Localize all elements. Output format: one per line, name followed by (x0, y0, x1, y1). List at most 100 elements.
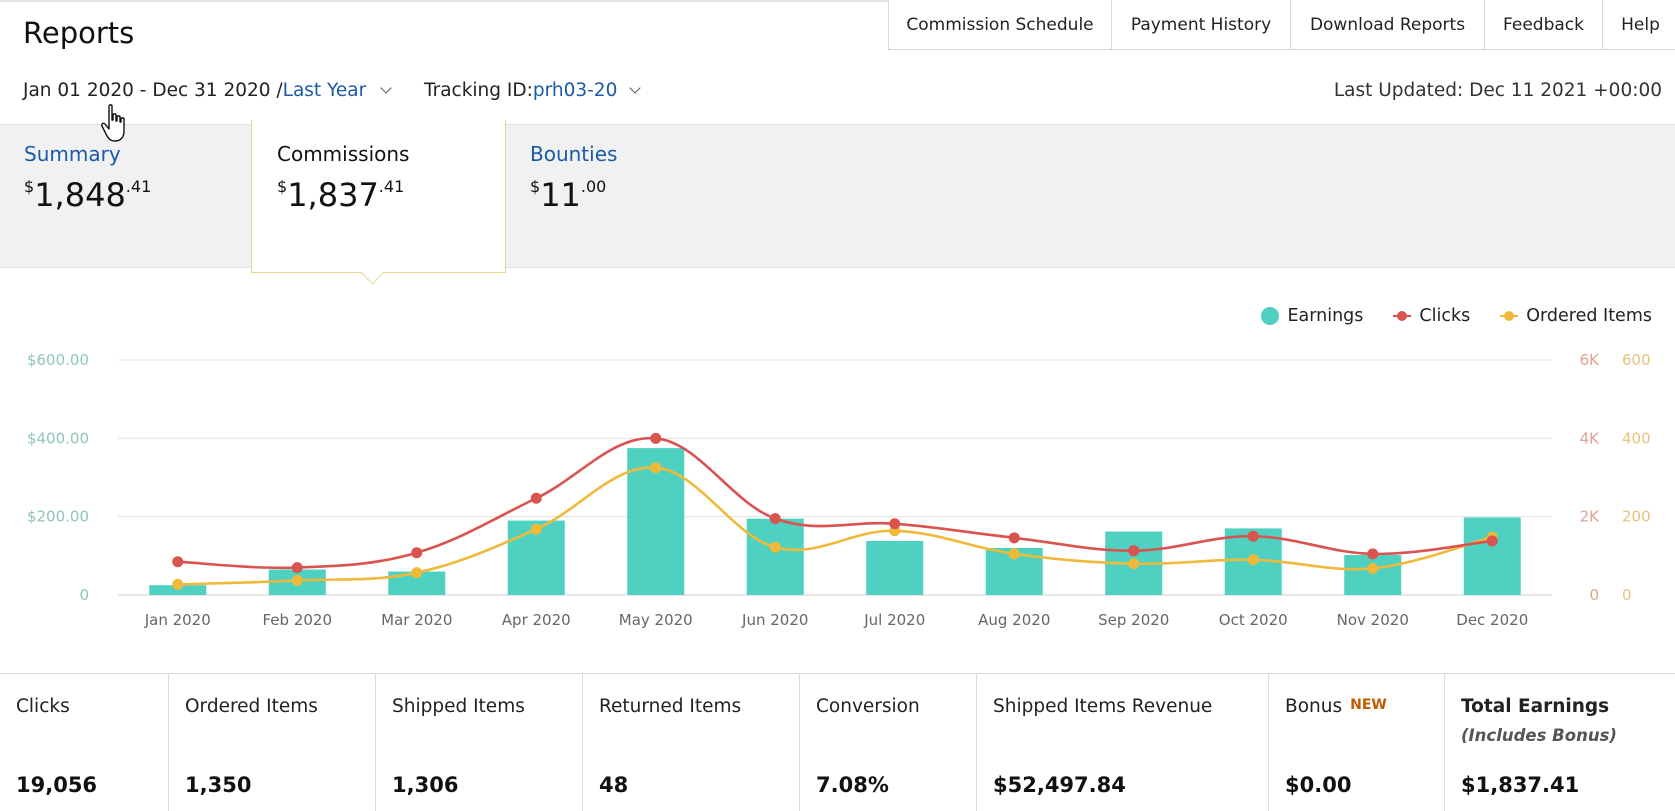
y-tick-right-clicks: 6K (1580, 351, 1601, 369)
x-tick-label: Mar 2020 (381, 611, 452, 629)
ordered-items-point (1367, 562, 1379, 574)
clicks-point (650, 432, 662, 444)
x-tick-label: Apr 2020 (502, 611, 571, 629)
clicks-point (530, 492, 542, 504)
x-tick-label: Oct 2020 (1219, 611, 1288, 629)
feedback-button[interactable]: Feedback (1484, 0, 1602, 49)
ordered-items-point (172, 578, 184, 590)
tab-bounties[interactable]: Bounties $11.00 (530, 142, 617, 214)
stat-value: 1,306 (392, 773, 459, 797)
ordered-items-point (1128, 558, 1140, 570)
x-tick-label: Jul 2020 (863, 611, 925, 629)
stat-label: Bonus NEW (1285, 696, 1387, 717)
stat-value: 48 (599, 773, 629, 797)
stat-clicks: Clicks 19,056 (0, 674, 168, 811)
period-link[interactable]: Last Year (282, 80, 367, 101)
x-tick-label: Jun 2020 (741, 611, 808, 629)
y-tick-right-clicks: 0 (1589, 586, 1599, 604)
hand-cursor-icon (101, 104, 125, 142)
tab-bounties-label[interactable]: Bounties (530, 142, 618, 166)
y-tick-left: $200.00 (27, 508, 89, 526)
legend-clicks[interactable]: Clicks (1393, 306, 1470, 326)
ordered-items-point (1247, 554, 1259, 566)
clicks-point (1367, 548, 1379, 560)
tab-commissions-label: Commissions (277, 142, 410, 166)
tracking-id-filter[interactable]: Tracking ID: prh03-20 (424, 80, 647, 101)
clicks-point (1247, 530, 1259, 542)
y-tick-right-clicks: 2K (1580, 508, 1601, 526)
earnings-bar (1463, 517, 1521, 595)
y-tick-right-items: 600 (1622, 351, 1651, 369)
x-tick-label: Nov 2020 (1337, 611, 1409, 629)
new-badge: NEW (1350, 697, 1387, 713)
earnings-chart: 0 $200.00 $400.00 $600.00 0 2K 4K 6K 0 200 400 600 J… (27, 351, 1651, 629)
ordered-items-swatch-icon (1500, 307, 1519, 325)
y-tick-left: 0 (79, 586, 89, 604)
download-reports-button[interactable]: Download Reports (1290, 0, 1484, 49)
clicks-point (291, 562, 303, 574)
date-range-filter[interactable]: Jan 01 2020 - Dec 31 2020 / Last Year (23, 80, 398, 101)
x-tick-label: Jan 2020 (144, 611, 211, 629)
date-range-text: Jan 01 2020 - Dec 31 2020 / (23, 80, 283, 101)
stat-returned-items: Returned Items 48 (582, 674, 800, 811)
top-divider (0, 0, 1675, 2)
active-tab-panel (251, 120, 506, 273)
clicks-point (411, 547, 423, 559)
ordered-items-point (411, 567, 423, 579)
commission-schedule-button[interactable]: Commission Schedule (888, 0, 1111, 49)
legend-earnings[interactable]: Earnings (1261, 306, 1363, 326)
stat-label: Conversion (816, 696, 920, 717)
tab-summary-label[interactable]: Summary (24, 142, 121, 166)
stat-value: $0.00 (1285, 773, 1352, 797)
clicks-point (1128, 545, 1140, 557)
tab-summary[interactable]: Summary $1,848.41 (24, 142, 151, 214)
stat-value: $1,837.41 (1461, 773, 1580, 797)
earnings-swatch-icon (1261, 307, 1280, 325)
clicks-point (889, 518, 901, 530)
clicks-point (1486, 535, 1498, 547)
summary-amount: $1,848.41 (24, 176, 152, 214)
legend-ordered-items[interactable]: Ordered Items (1500, 306, 1652, 326)
x-tick-label: Dec 2020 (1456, 611, 1528, 629)
stats-bar: Clicks 19,056 Ordered Items 1,350 Shippe… (0, 673, 1675, 811)
ordered-items-point (769, 541, 781, 553)
y-tick-right-clicks: 4K (1580, 429, 1601, 447)
tracking-id-value[interactable]: prh03-20 (532, 80, 618, 101)
ordered-items-point (650, 462, 662, 474)
help-button[interactable]: Help (1602, 0, 1675, 49)
chevron-down-icon[interactable] (629, 82, 642, 94)
x-tick-label: Sep 2020 (1098, 611, 1169, 629)
stat-value: 1,350 (185, 773, 252, 797)
page-title: Reports (23, 16, 135, 50)
stat-value: 19,056 (16, 773, 98, 797)
x-tick-label: Feb 2020 (263, 611, 333, 629)
stat-label: Shipped Items (392, 696, 525, 717)
tab-commissions[interactable]: Commissions $1,837.41 (277, 142, 409, 214)
stat-label: Total Earnings (1461, 696, 1610, 717)
last-updated-text: Last Updated: Dec 11 2021 +00:00 (1333, 80, 1662, 101)
earnings-bar (866, 540, 924, 595)
clicks-line (177, 436, 1493, 570)
stat-shipped-revenue: Shipped Items Revenue $52,497.84 (976, 674, 1269, 811)
x-tick-label: May 2020 (619, 611, 693, 629)
stat-label: Returned Items (599, 696, 742, 717)
tracking-id-label: Tracking ID: (424, 80, 533, 101)
stat-bonus: Bonus NEW $0.00 (1268, 674, 1445, 811)
y-tick-right-items: 0 (1622, 586, 1632, 604)
commissions-amount: $1,837.41 (277, 176, 405, 214)
stat-label: Shipped Items Revenue (993, 696, 1213, 717)
earnings-bar (149, 585, 207, 595)
bounties-amount: $11.00 (530, 176, 607, 214)
clicks-point (1008, 532, 1020, 544)
stat-value: 7.08% (816, 773, 889, 797)
payment-history-button[interactable]: Payment History (1111, 0, 1290, 49)
chevron-down-icon[interactable] (380, 82, 392, 94)
stat-sublabel: (Includes Bonus) (1461, 726, 1617, 745)
ordered-items-point (530, 523, 542, 535)
y-tick-left: $400.00 (27, 429, 89, 447)
clicks-point (769, 513, 781, 525)
stat-value: $52,497.84 (993, 773, 1126, 797)
stat-total-earnings: Total Earnings (Includes Bonus) $1,837.4… (1444, 674, 1675, 811)
clicks-swatch-icon (1393, 307, 1412, 325)
stat-label: Clicks (16, 696, 70, 717)
